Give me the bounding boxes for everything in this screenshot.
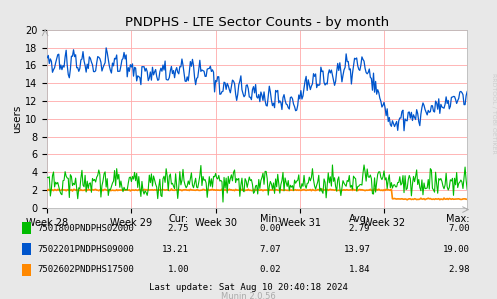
Text: 1.84: 1.84 bbox=[349, 266, 370, 274]
Title: PNDPHS - LTE Sector Counts - by month: PNDPHS - LTE Sector Counts - by month bbox=[125, 16, 389, 29]
Text: 0.02: 0.02 bbox=[259, 266, 281, 274]
Text: 2.79: 2.79 bbox=[349, 224, 370, 233]
Text: 7.00: 7.00 bbox=[448, 224, 470, 233]
Text: 7.07: 7.07 bbox=[259, 245, 281, 254]
Text: Munin 2.0.56: Munin 2.0.56 bbox=[221, 292, 276, 299]
Text: 7502602PNDPHS17500: 7502602PNDPHS17500 bbox=[37, 266, 134, 274]
Text: 7501800PNDPHS02000: 7501800PNDPHS02000 bbox=[37, 224, 134, 233]
Text: 13.21: 13.21 bbox=[162, 245, 189, 254]
Text: Last update: Sat Aug 10 20:40:18 2024: Last update: Sat Aug 10 20:40:18 2024 bbox=[149, 283, 348, 292]
Text: 2.75: 2.75 bbox=[167, 224, 189, 233]
Text: 13.97: 13.97 bbox=[343, 245, 370, 254]
Text: Max:: Max: bbox=[446, 214, 470, 224]
Text: 7502201PNDPHS09000: 7502201PNDPHS09000 bbox=[37, 245, 134, 254]
Text: 1.00: 1.00 bbox=[167, 266, 189, 274]
Y-axis label: users: users bbox=[12, 105, 22, 133]
Text: 2.98: 2.98 bbox=[448, 266, 470, 274]
Text: 0.00: 0.00 bbox=[259, 224, 281, 233]
Text: Cur:: Cur: bbox=[169, 214, 189, 224]
Text: Min:: Min: bbox=[260, 214, 281, 224]
Text: Avg:: Avg: bbox=[349, 214, 370, 224]
Text: RRDTOOL / TOBI OETIKER: RRDTOOL / TOBI OETIKER bbox=[491, 73, 496, 154]
Text: 19.00: 19.00 bbox=[443, 245, 470, 254]
